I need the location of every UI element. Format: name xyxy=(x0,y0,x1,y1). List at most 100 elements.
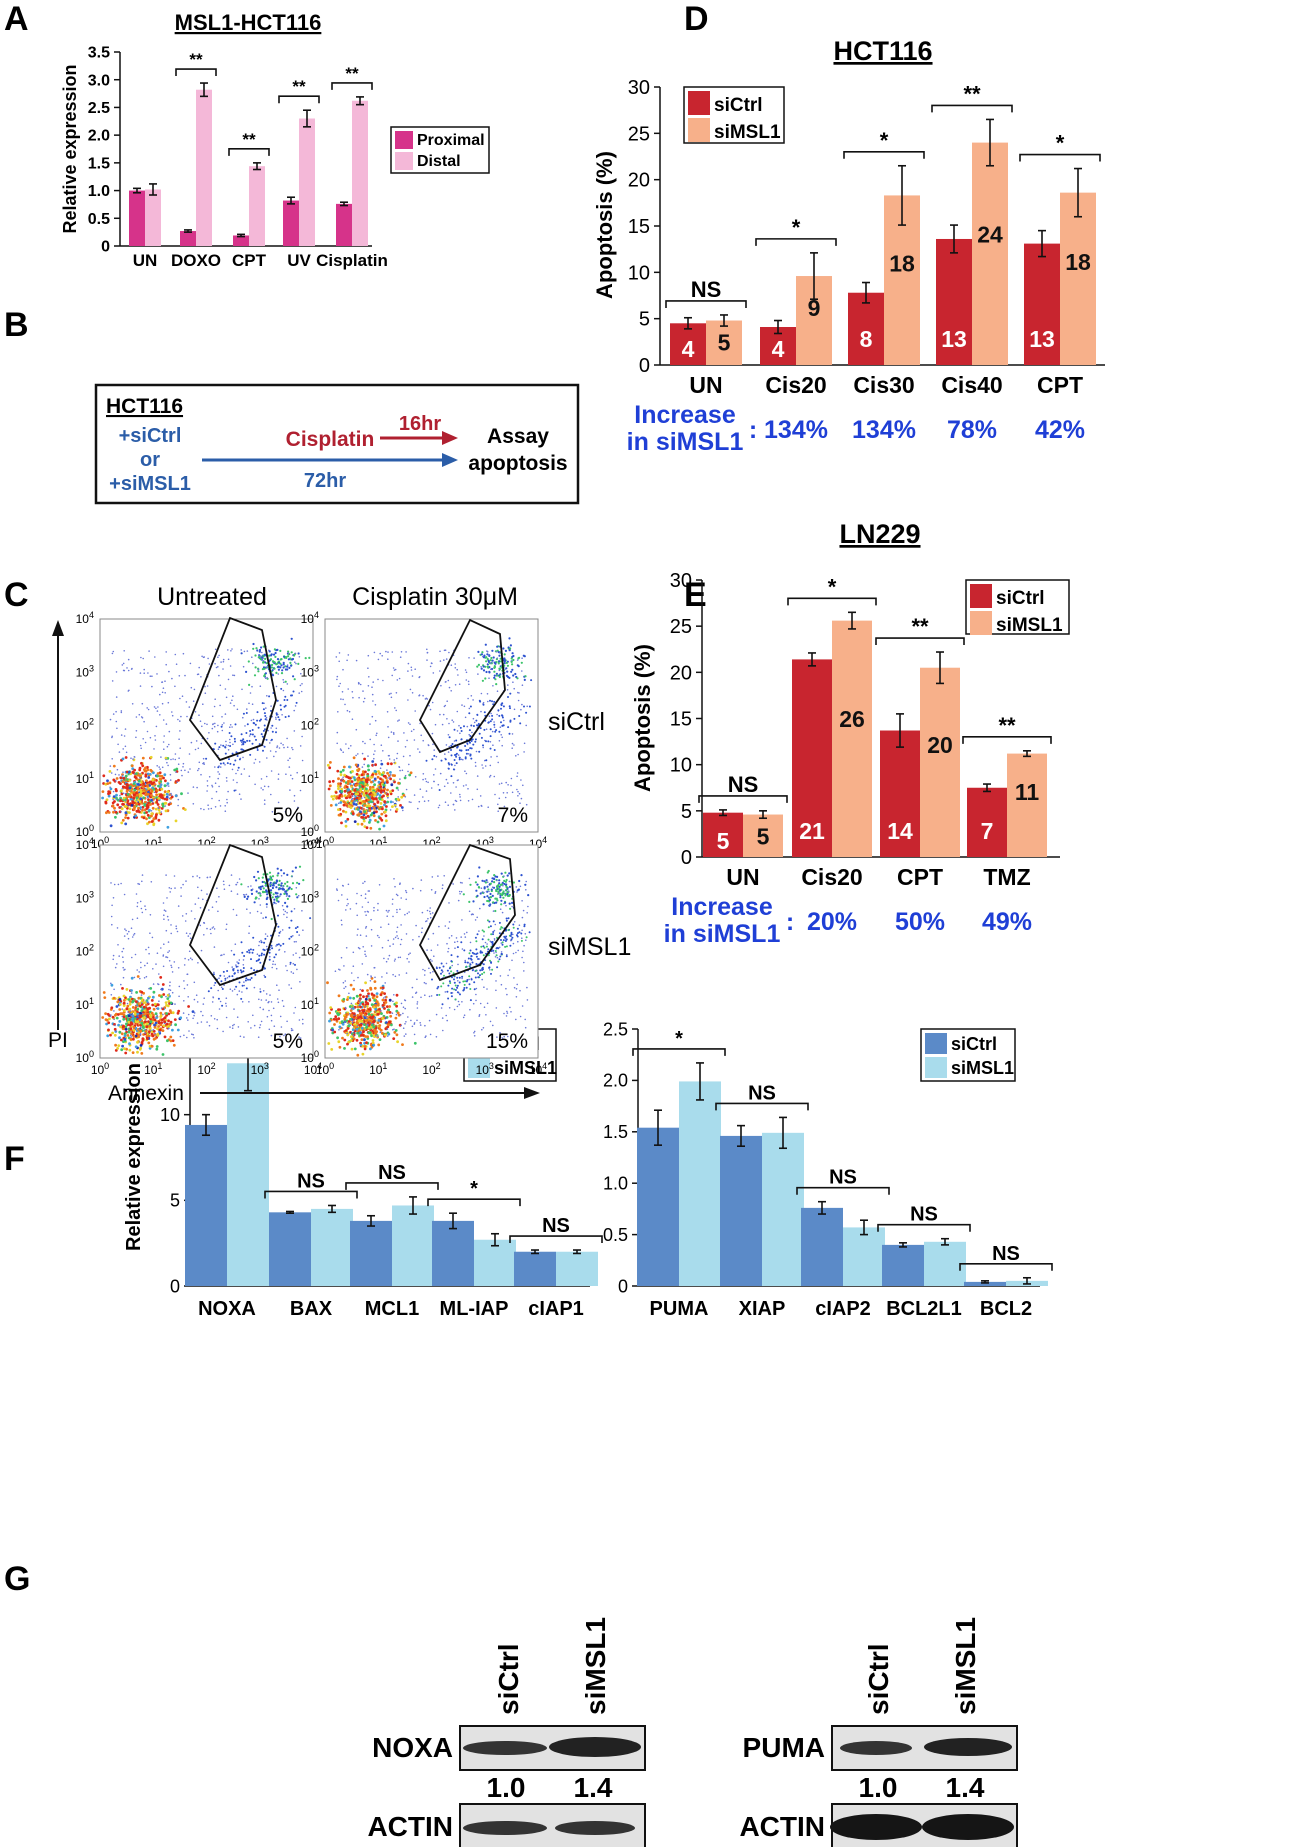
flow-event xyxy=(221,724,224,726)
flow-event xyxy=(174,1003,176,1005)
flow-event xyxy=(498,730,501,733)
flow-event xyxy=(376,794,379,796)
flow-event xyxy=(170,964,172,967)
flow-event xyxy=(338,652,341,654)
flow-event xyxy=(213,928,216,930)
flow-event xyxy=(232,743,234,746)
flow-event xyxy=(254,666,257,669)
flow-event xyxy=(177,763,180,765)
flow-event xyxy=(482,746,485,749)
flow-event xyxy=(472,725,475,727)
bar-sictrl xyxy=(792,659,832,857)
significance-bracket xyxy=(278,95,320,104)
flow-event xyxy=(280,672,284,675)
flow-event xyxy=(200,949,203,952)
flow-event xyxy=(124,792,127,795)
flow-event xyxy=(139,685,142,687)
flow-event xyxy=(240,997,243,1000)
category-label: CPT xyxy=(232,251,267,270)
flow-event xyxy=(177,905,180,907)
flow-event xyxy=(106,782,110,785)
increase-value: 134% xyxy=(852,416,916,444)
flow-event xyxy=(137,783,140,786)
flow-event xyxy=(489,903,492,906)
flow-event xyxy=(509,707,511,710)
flow-event xyxy=(396,757,398,760)
flow-event xyxy=(171,1039,175,1042)
flow-event xyxy=(156,765,158,767)
significance-mark: * xyxy=(880,128,889,153)
flow-event xyxy=(133,773,136,775)
flow-event xyxy=(489,720,492,723)
flow-event xyxy=(136,1007,140,1011)
flow-event xyxy=(158,777,162,781)
category-label: BCL2L1 xyxy=(886,1298,962,1320)
flow-event xyxy=(217,910,219,913)
flow-event xyxy=(336,1036,339,1040)
flow-event xyxy=(266,893,269,896)
flow-event xyxy=(259,990,262,993)
flow-event xyxy=(339,782,342,785)
flow-event xyxy=(450,792,452,794)
flow-event xyxy=(413,739,416,741)
flow-event xyxy=(149,803,152,806)
flow-event xyxy=(362,792,366,795)
flow-event xyxy=(246,739,249,742)
flow-event xyxy=(343,1038,347,1042)
flow-event xyxy=(264,715,267,717)
flow-event xyxy=(126,793,130,796)
flow-event xyxy=(523,742,526,745)
flow-event xyxy=(271,730,274,733)
flow-event xyxy=(413,1041,417,1045)
flow-event xyxy=(252,1014,254,1017)
flow-event xyxy=(521,937,523,939)
flow-event xyxy=(377,1043,381,1047)
flow-event xyxy=(338,1045,342,1049)
flow-event xyxy=(493,881,496,884)
flow-event xyxy=(499,892,502,896)
flow-event xyxy=(138,1004,142,1008)
flow-event xyxy=(374,796,378,800)
flow-event xyxy=(148,987,150,990)
flow-event xyxy=(124,1027,128,1031)
flow-event xyxy=(152,1013,155,1017)
bar-simsl1 xyxy=(1007,753,1047,857)
flow-event xyxy=(269,883,271,885)
flow-event xyxy=(492,744,494,746)
flow-event xyxy=(344,824,348,828)
flow-event xyxy=(380,991,384,994)
flow-event xyxy=(163,909,166,911)
flow-event xyxy=(414,710,417,712)
flow-event xyxy=(122,1004,126,1007)
flow-event xyxy=(423,800,426,802)
flow-event xyxy=(511,1033,513,1036)
flow-event xyxy=(485,728,488,730)
flow-event xyxy=(493,674,496,677)
flow-event xyxy=(422,773,425,775)
flow-event xyxy=(396,1011,400,1015)
flow-event xyxy=(342,803,346,807)
flow-event xyxy=(459,726,462,729)
flow-event xyxy=(120,1038,123,1042)
flow-event xyxy=(157,1025,161,1028)
flow-event xyxy=(490,888,493,891)
flow-event xyxy=(254,758,257,761)
flow-event xyxy=(378,1024,382,1027)
flow-event xyxy=(469,754,472,757)
flow-event xyxy=(206,893,208,895)
flow-event xyxy=(206,876,209,879)
flow-event xyxy=(257,726,260,729)
flow-event xyxy=(189,662,192,665)
flow-event xyxy=(356,1005,360,1009)
flow-event xyxy=(381,998,385,1002)
flow-event xyxy=(501,892,504,895)
flow-event xyxy=(246,650,249,652)
flow-event xyxy=(299,1037,302,1039)
flow-event xyxy=(165,795,169,799)
flow-event xyxy=(266,666,268,669)
flow-event xyxy=(112,798,114,801)
flow-event xyxy=(209,928,212,931)
flow-event xyxy=(516,772,519,774)
flow-event xyxy=(441,887,444,890)
